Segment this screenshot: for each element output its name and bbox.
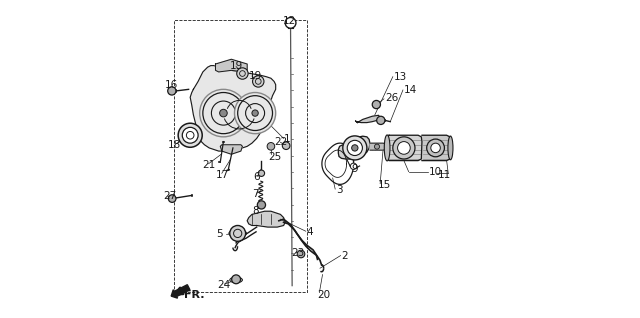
Circle shape (285, 17, 296, 28)
Circle shape (253, 76, 264, 87)
Ellipse shape (448, 136, 453, 160)
Ellipse shape (384, 135, 390, 161)
Text: 14: 14 (404, 85, 417, 95)
Text: 3: 3 (336, 185, 342, 195)
Polygon shape (422, 135, 451, 161)
Polygon shape (216, 59, 247, 72)
Polygon shape (220, 145, 243, 154)
Polygon shape (387, 135, 422, 161)
Text: 6: 6 (253, 172, 259, 182)
Text: 2: 2 (341, 251, 348, 261)
Polygon shape (339, 136, 370, 159)
Circle shape (178, 123, 202, 147)
Text: 27: 27 (163, 191, 177, 201)
Circle shape (259, 170, 264, 176)
Circle shape (397, 142, 410, 154)
Text: 1: 1 (284, 135, 291, 144)
Text: 25: 25 (268, 152, 281, 162)
Text: 17: 17 (216, 170, 229, 180)
Ellipse shape (230, 277, 243, 283)
Text: 23: 23 (291, 248, 304, 258)
Circle shape (252, 110, 259, 116)
Circle shape (431, 143, 440, 153)
Circle shape (372, 100, 380, 109)
Text: 21: 21 (202, 160, 216, 170)
Circle shape (230, 225, 246, 241)
Circle shape (377, 116, 385, 124)
Circle shape (343, 136, 367, 160)
Text: 11: 11 (438, 170, 451, 180)
Circle shape (257, 201, 266, 209)
Text: 19: 19 (230, 61, 243, 71)
Polygon shape (190, 66, 276, 151)
Ellipse shape (229, 230, 246, 237)
Circle shape (220, 109, 227, 117)
Polygon shape (247, 211, 285, 227)
Circle shape (427, 139, 444, 157)
Circle shape (200, 89, 247, 137)
Text: 22: 22 (274, 137, 287, 147)
Circle shape (182, 127, 198, 143)
Circle shape (348, 140, 362, 156)
Polygon shape (370, 143, 385, 150)
Circle shape (393, 137, 415, 159)
Text: 5: 5 (216, 229, 223, 239)
Text: 8: 8 (252, 206, 259, 216)
Circle shape (234, 93, 276, 134)
Text: 20: 20 (317, 289, 330, 300)
Circle shape (168, 87, 176, 95)
Text: 19: 19 (249, 71, 262, 81)
Text: FR.: FR. (184, 289, 205, 300)
Text: 9: 9 (351, 164, 358, 175)
Circle shape (237, 68, 248, 79)
Text: 12: 12 (284, 16, 296, 26)
Polygon shape (355, 115, 380, 123)
Circle shape (351, 145, 358, 151)
Text: 7: 7 (252, 189, 259, 199)
Circle shape (282, 142, 290, 149)
Circle shape (374, 144, 380, 149)
FancyArrow shape (171, 285, 190, 298)
Text: 26: 26 (385, 93, 398, 103)
Text: 10: 10 (429, 167, 442, 177)
Text: 15: 15 (378, 180, 392, 190)
Text: 16: 16 (165, 80, 178, 90)
Circle shape (232, 275, 241, 284)
Text: 4: 4 (307, 227, 313, 237)
Circle shape (168, 195, 176, 202)
Text: 18: 18 (168, 140, 181, 150)
Circle shape (297, 250, 305, 258)
Circle shape (350, 163, 356, 169)
Text: 24: 24 (217, 280, 230, 290)
Circle shape (267, 142, 275, 150)
Text: 13: 13 (394, 72, 407, 82)
